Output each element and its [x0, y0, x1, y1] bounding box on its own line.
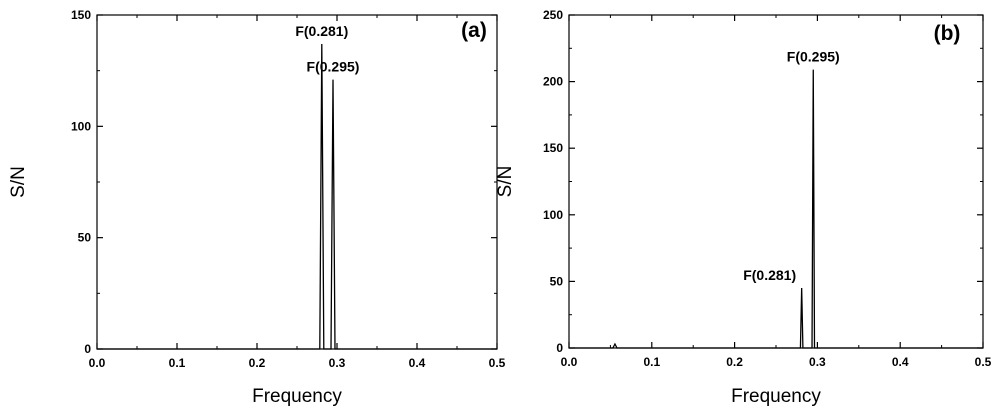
x-tick-label: 0.2 [249, 356, 266, 370]
peak-annotation: F(0.281) [743, 267, 796, 283]
y-tick-label: 100 [543, 208, 563, 222]
x-tick-label: 0.1 [643, 355, 660, 369]
x-axis-title: Frequency [731, 386, 821, 407]
panel-label: (b) [934, 22, 961, 45]
y-tick-label: 200 [543, 75, 563, 89]
peak-annotation: F(0.295) [787, 49, 840, 65]
x-tick-label: 0.3 [329, 356, 346, 370]
y-tick-label: 100 [71, 119, 91, 133]
x-tick-label: 0.0 [89, 356, 106, 370]
chart-panel-1: 0.0 0.1 0.2 0.3 0.4 0.5 0 50 100 150 F(0.281) F(0.2… [8, 8, 506, 407]
chart-panel-2: 0.0 0.1 0.2 0.3 0.4 0.5 0 50 100 150 200 250 F(0.295… [495, 8, 992, 407]
y-tick-label: 150 [71, 8, 91, 22]
x-tick-label: 0.1 [169, 356, 186, 370]
y-tick-label: 50 [78, 231, 92, 245]
series-line-1 [569, 69, 983, 349]
x-tick-label: 0.2 [726, 355, 743, 369]
y-tick-label: 250 [543, 8, 563, 22]
y-tick-label: 150 [543, 141, 563, 155]
peak-annotation: F(0.295) [307, 59, 360, 75]
x-tick-label: 0.4 [892, 355, 909, 369]
y-tick-label: 0 [84, 342, 91, 356]
x-tick-label: 0.3 [809, 355, 826, 369]
x-tick-label: 0.5 [489, 356, 506, 370]
plot-frame [96, 14, 498, 350]
y-tick-label: 0 [556, 341, 563, 355]
panel-label: (a) [461, 19, 487, 42]
peak-annotation: F(0.281) [295, 23, 348, 39]
x-tick-label: 0.5 [975, 355, 992, 369]
y-axis-title: S/N [8, 166, 29, 198]
x-tick-label: 0.4 [409, 356, 426, 370]
x-tick-label: 0.0 [561, 355, 578, 369]
x-axis-title: Frequency [252, 386, 342, 407]
series-line-1 [97, 43, 497, 350]
y-tick-label: 50 [550, 274, 564, 288]
y-axis-title: S/N [495, 166, 516, 198]
plot-frame [568, 14, 984, 349]
